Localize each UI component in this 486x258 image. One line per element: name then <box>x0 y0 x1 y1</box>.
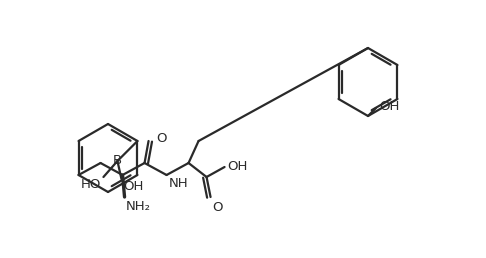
Text: B: B <box>113 155 122 167</box>
Text: NH₂: NH₂ <box>125 200 151 213</box>
Text: NH: NH <box>169 177 188 190</box>
Text: OH: OH <box>227 159 248 173</box>
Text: OH: OH <box>379 101 399 114</box>
Text: O: O <box>212 201 223 214</box>
Text: HO: HO <box>81 178 102 191</box>
Text: OH: OH <box>123 180 144 193</box>
Text: O: O <box>156 133 167 146</box>
